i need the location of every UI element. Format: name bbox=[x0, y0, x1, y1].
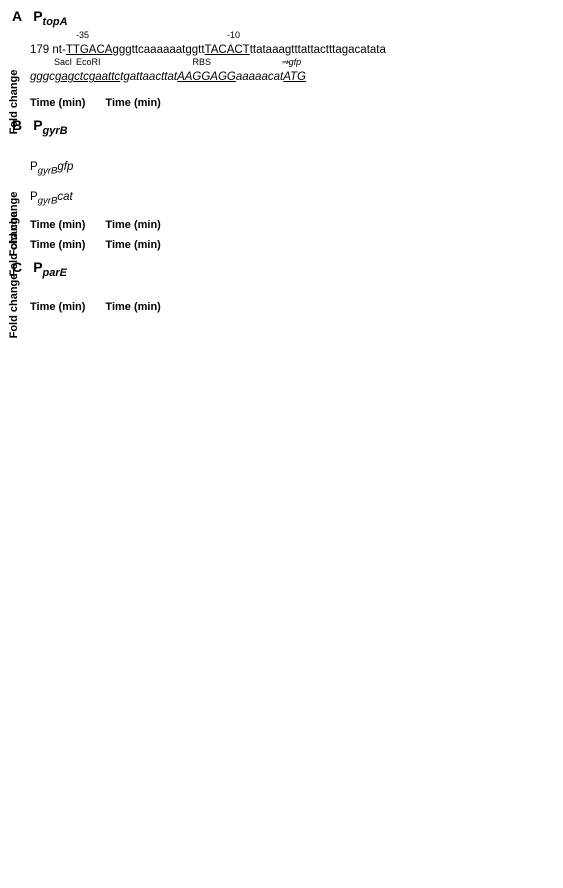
panel-c-charts: Fold change Time (min) Time (min) bbox=[30, 299, 551, 313]
panel-a-label: A bbox=[12, 8, 22, 24]
seq-fragment: TACACT bbox=[205, 44, 250, 56]
seq-fragment: 179 nt- bbox=[30, 44, 66, 56]
panel-a: A PtopA -35 -10 179 nt-TTGACAgggttcaaaaaa… bbox=[12, 8, 551, 109]
seq-fragment: gggc bbox=[30, 71, 55, 83]
seq-annotation: -10 bbox=[227, 32, 240, 39]
seq-annot: SacI EcoRI RBS ⇒gfp bbox=[30, 59, 551, 68]
seq-fragment: gggttcaaaaaatggtt bbox=[112, 44, 204, 56]
chart: Time (min) bbox=[105, 237, 160, 251]
chart: Time (min) bbox=[105, 217, 160, 231]
seq-annotation: SacI bbox=[54, 59, 72, 66]
seq-fragment: gagctcgaattc bbox=[55, 71, 120, 83]
seq-annotation: RBS bbox=[193, 59, 212, 66]
seq-annotation: ⇒gfp bbox=[281, 59, 301, 66]
seq-label: PgyrBgfp bbox=[30, 161, 73, 173]
chart: Time (min) bbox=[105, 299, 160, 313]
chart: Fold change Time (min) bbox=[30, 237, 85, 251]
seq-fragment: tgattaacttat bbox=[120, 71, 177, 83]
chart: Fold change Time (min) bbox=[30, 217, 85, 231]
seq-fragment: aaaaacat bbox=[236, 71, 283, 83]
seq-fragment: ATG bbox=[283, 71, 306, 83]
seq-annotation: -35 bbox=[76, 32, 89, 39]
chart: Fold change Time (min) bbox=[30, 299, 85, 313]
panel-b: B PgyrB PgyrBgfp PgyrBcat Fold change Ti… bbox=[12, 117, 551, 251]
panel-b-charts-2: Fold change Time (min) Time (min) bbox=[30, 237, 551, 251]
panel-a-sequence: -35 -10 179 nt-TTGACAgggttcaaaaaatggttTAC… bbox=[30, 32, 551, 87]
x-axis-label: Time (min) bbox=[30, 97, 85, 109]
y-axis-label: Fold change bbox=[8, 69, 20, 134]
panel-a-title: PtopA bbox=[33, 8, 67, 24]
panel-b-header: B PgyrB bbox=[12, 117, 551, 137]
seq-fragment: TTGACA bbox=[66, 44, 113, 56]
seq-fragment: ttataaagtttattactttagacatata bbox=[250, 44, 386, 56]
x-axis-label: Time (min) bbox=[105, 97, 160, 109]
chart: Fold change Time (min) bbox=[30, 95, 85, 109]
panel-b-charts-1: Fold change Time (min) Time (min) bbox=[30, 217, 551, 231]
seq-label: PgyrBcat bbox=[30, 191, 73, 203]
panel-a-header: A PtopA bbox=[12, 8, 551, 28]
seq-annot: -35 -10 bbox=[30, 32, 551, 41]
panel-a-charts: Fold change Time (min) Time (min) bbox=[30, 95, 551, 109]
chart: Time (min) bbox=[105, 95, 160, 109]
panel-c-header: C PparE bbox=[12, 259, 551, 279]
panel-c: C PparE Fold change Time (min) Time (min… bbox=[12, 259, 551, 314]
seq-annotation: EcoRI bbox=[76, 59, 101, 66]
panel-c-sequence bbox=[30, 282, 551, 291]
seq-fragment: AAGGAGG bbox=[177, 71, 236, 83]
panel-b-title: PgyrB bbox=[33, 117, 67, 133]
panel-c-title: PparE bbox=[33, 259, 67, 275]
panel-b-sequence: PgyrBgfp PgyrBcat bbox=[30, 140, 551, 208]
